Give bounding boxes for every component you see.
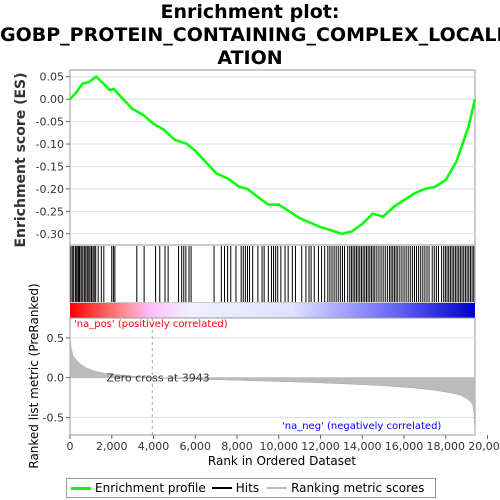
es-panel <box>69 69 476 246</box>
x-tick-label: 10,000 <box>260 440 299 453</box>
legend-swatch-enrichment <box>71 486 91 490</box>
es-tick-label: -0.20 <box>36 183 64 196</box>
zero-cross-label: Zero cross at 3943 <box>106 372 209 385</box>
x-tick-label: 14,000 <box>343 440 382 453</box>
x-tick-label: 16,000 <box>385 440 424 453</box>
x-tick-label: 18,000 <box>427 440 466 453</box>
legend-label-hits: Hits <box>235 481 260 495</box>
legend-swatch-hits <box>211 487 232 489</box>
metric-y-ticks: 0.5 0.0 -0.5 <box>43 332 70 424</box>
title-line-3: ATION <box>217 47 283 69</box>
es-tick-label: -0.25 <box>36 205 64 218</box>
rank-color-bar <box>70 303 475 318</box>
metric-tick-label: 0.5 <box>47 332 65 345</box>
es-tick-label: -0.05 <box>36 116 64 129</box>
legend-item-hits: Hits <box>211 481 260 495</box>
es-tick-label: 0.00 <box>40 93 65 106</box>
legend-label-enrichment: Enrichment profile <box>95 481 206 495</box>
metric-y-axis-label: Ranked list metric (PreRanked) <box>27 283 41 468</box>
legend-item-enrichment: Enrichment profile <box>71 481 206 495</box>
es-tick-label: -0.10 <box>36 138 64 151</box>
es-tick-label: -0.15 <box>36 160 64 173</box>
es-y-ticks: 0.05 0.00 -0.05 -0.10 -0.15 -0.20 -0.25 -0.30 <box>36 71 70 241</box>
pos-correlated-label: 'na_pos' (positively correlated) <box>74 319 228 330</box>
x-tick-label: 0 <box>67 440 74 453</box>
title-line-1: Enrichment plot: <box>160 1 340 23</box>
metric-tick-label: -0.5 <box>43 411 64 424</box>
metric-area <box>69 333 476 436</box>
x-tick-label: 12,000 <box>301 440 340 453</box>
legend-item-metric: Ranking metric scores <box>267 481 424 495</box>
title-line-2: GOBP_PROTEIN_CONTAINING_COMPLEX_LOCALIZ <box>0 24 500 46</box>
es-tick-label: -0.30 <box>36 228 64 241</box>
x-tick-label: 6,000 <box>180 440 212 453</box>
x-axis-label: Rank in Ordered Dataset <box>208 454 356 468</box>
neg-correlated-label: 'na_neg' (negatively correlated) <box>282 421 441 432</box>
chart-title: Enrichment plot: GOBP_PROTEIN_CONTAINING… <box>0 1 500 70</box>
es-grid <box>70 76 475 235</box>
legend-label-metric: Ranking metric scores <box>291 481 425 495</box>
legend-swatch-metric <box>267 487 288 489</box>
es-tick-label: 0.05 <box>40 71 65 84</box>
x-tick-label: 4,000 <box>138 440 170 453</box>
metric-tick-label: 0.0 <box>47 372 65 385</box>
x-tick-label: 2,000 <box>96 440 128 453</box>
es-line <box>69 75 477 236</box>
legend: Enrichment profile Hits Ranking metric s… <box>66 478 436 498</box>
x-ticks: 0 2,000 4,000 6,000 8,000 10,000 12,000 14,000 1… <box>67 435 500 453</box>
hit-marks <box>70 246 475 302</box>
es-y-axis-label: Enrichment score (ES) <box>13 72 29 247</box>
x-tick-label: 20,000 <box>468 440 500 453</box>
x-tick-label: 8,000 <box>221 440 253 453</box>
